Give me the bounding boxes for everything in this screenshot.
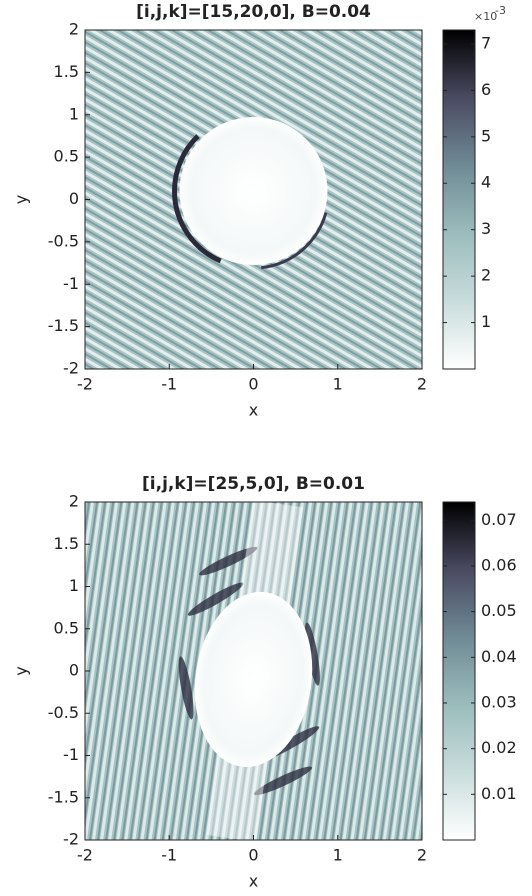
colorbar-tick-label: 1 xyxy=(481,312,491,331)
colorbar-tick-label: 0.03 xyxy=(481,692,517,711)
y-tick-label: 0.5 xyxy=(54,147,79,166)
y-tick-label: -0.5 xyxy=(48,703,79,722)
y-tick-label: 1 xyxy=(69,104,79,123)
y-tick-label: -2 xyxy=(63,830,79,849)
colorbar-tick-label: 7 xyxy=(481,33,491,52)
colorbar-tick-label: 0.01 xyxy=(481,784,517,803)
y-tick-label: 0.5 xyxy=(54,618,79,637)
colorbar-multiplier: ×10 xyxy=(474,10,497,23)
x-tick-label: 1 xyxy=(333,375,343,394)
x-tick-label: -1 xyxy=(161,375,177,394)
x-axis-label: x xyxy=(249,401,258,420)
y-tick-label: 1.5 xyxy=(54,62,79,81)
dark-arc xyxy=(199,546,258,576)
y-tick-label: 2 xyxy=(69,20,79,39)
colorbar-tick-label: 6 xyxy=(481,80,491,99)
field xyxy=(85,30,422,369)
colorbar xyxy=(442,501,476,841)
colorbar-exponent: -3 xyxy=(495,4,506,17)
panel: [i,j,k]=[25,5,0], B=0.01 x y -2 -1 0 1 2 -2 -1.5 -… xyxy=(12,474,517,891)
colorbar-tick-label: 0.06 xyxy=(481,555,517,574)
dark-arc xyxy=(253,766,313,796)
colorbar-tick-label: 0.05 xyxy=(481,601,517,620)
y-tick-label: 1 xyxy=(69,576,79,595)
colorbar-tick-label: 2 xyxy=(481,266,491,285)
x-tick-label: 0 xyxy=(248,846,258,865)
dark-arc xyxy=(178,656,194,720)
colorbar-tick-label: 4 xyxy=(481,173,491,192)
x-tick-label: -2 xyxy=(77,846,93,865)
x-tick-label: -1 xyxy=(161,846,177,865)
colorbar xyxy=(442,29,476,370)
y-tick-label: -2 xyxy=(63,359,79,378)
x-axis-label: x xyxy=(249,872,258,891)
y-tick-label: -0.5 xyxy=(48,231,79,250)
y-tick-label: -1 xyxy=(63,274,79,293)
y-tick-label: 0 xyxy=(69,189,79,208)
dark-rim xyxy=(172,112,329,270)
y-tick-label: -1.5 xyxy=(48,316,79,335)
colorbar-tick-label: 5 xyxy=(481,126,491,145)
y-axis-label: y xyxy=(12,666,31,675)
x-tick-label: 2 xyxy=(417,846,427,865)
y-axis-label: y xyxy=(12,195,31,204)
dark-arc xyxy=(305,622,320,686)
x-tick-label: 0 xyxy=(248,375,258,394)
y-tick-label: 2 xyxy=(69,492,79,511)
colorbar-tick-label: 0.04 xyxy=(481,647,517,666)
x-tick-label: 2 xyxy=(417,375,427,394)
x-tick-label: 1 xyxy=(333,846,343,865)
y-tick-label: 1.5 xyxy=(54,534,79,553)
y-tick-label: 0 xyxy=(69,661,79,680)
chart-title: [i,j,k]=[25,5,0], B=0.01 xyxy=(142,474,365,494)
y-tick-label: -1.5 xyxy=(48,787,79,806)
colorbar-tick-label: 0.02 xyxy=(481,738,517,757)
bright-region xyxy=(194,591,313,767)
dark-arc xyxy=(187,582,244,616)
chart-title: [i,j,k]=[15,20,0], B=0.04 xyxy=(136,2,371,22)
y-tick-label: -1 xyxy=(63,745,79,764)
colorbar-tick-label: 3 xyxy=(481,219,491,238)
x-tick-label: -2 xyxy=(77,375,93,394)
colorbar-tick-label: 0.07 xyxy=(481,510,517,529)
field xyxy=(85,502,422,840)
bright-region xyxy=(179,117,328,266)
panel: [i,j,k]=[15,20,0], B=0.04 x y -2 -1 0 1 2 -2 -1.5… xyxy=(12,2,506,420)
